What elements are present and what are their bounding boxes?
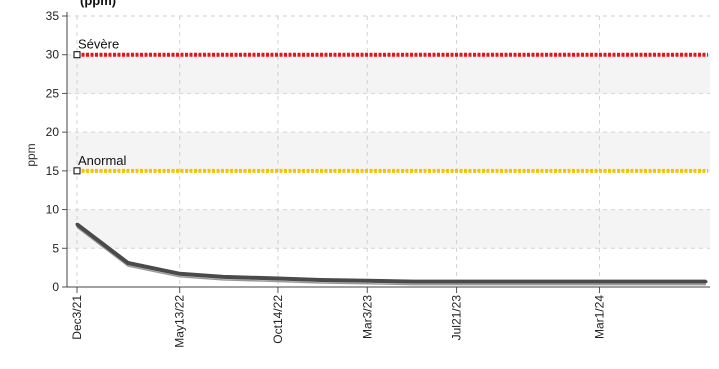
y-tick-label-30: 30 bbox=[46, 48, 60, 62]
axes bbox=[66, 12, 710, 288]
threshold-label-0: Sévère bbox=[78, 37, 119, 52]
x-tick-label-4: Jul21/23 bbox=[450, 295, 464, 341]
y-tick-label-0: 0 bbox=[52, 280, 59, 294]
threshold-marker-1 bbox=[73, 167, 81, 175]
x-tick-labels: Dec3/21 May13/22 Oct14/22 Mar3/23 Jul21/23 Ma… bbox=[70, 295, 606, 348]
data-point-3 bbox=[221, 275, 225, 279]
x-tick-label-1: May13/22 bbox=[173, 295, 187, 348]
data-point-1 bbox=[126, 261, 130, 265]
band-0 bbox=[67, 54, 710, 94]
x-tick-label-3: Mar3/23 bbox=[360, 295, 374, 339]
series-line-0 bbox=[75, 222, 706, 284]
data-point-9 bbox=[520, 280, 524, 284]
band-1 bbox=[67, 132, 710, 171]
data-point-10 bbox=[597, 280, 601, 284]
y-tick-label-25: 25 bbox=[46, 86, 60, 100]
data-point-0 bbox=[75, 222, 79, 226]
data-point-5 bbox=[319, 278, 323, 282]
x-tick-label-5: Mar1/24 bbox=[592, 295, 606, 339]
data-point-8 bbox=[455, 280, 459, 284]
threshold-label-1: Anormal bbox=[78, 153, 127, 168]
chart-title: (ppm) bbox=[80, 0, 116, 8]
y-tick-label-35: 35 bbox=[46, 9, 60, 23]
data-point-7 bbox=[412, 280, 416, 284]
y-axis-label: ppm bbox=[24, 143, 38, 166]
series-lines bbox=[75, 222, 708, 286]
threshold-marker-0 bbox=[73, 51, 81, 59]
y-tick-label-5: 5 bbox=[52, 241, 59, 255]
y-tick-label-10: 10 bbox=[46, 203, 60, 217]
y-tick-label-15: 15 bbox=[46, 164, 60, 178]
x-tick-label-0: Dec3/21 bbox=[70, 295, 84, 340]
data-point-4 bbox=[276, 276, 280, 280]
threshold-lines: Sévère Anormal bbox=[73, 37, 708, 175]
data-point-11 bbox=[704, 280, 708, 284]
series-shadow-0 bbox=[76, 226, 706, 286]
data-point-6 bbox=[365, 279, 369, 283]
y-tick-label-20: 20 bbox=[46, 125, 60, 139]
background-bands bbox=[67, 54, 710, 249]
x-tick-label-2: Oct14/22 bbox=[271, 295, 285, 344]
y-tick-labels: 0 5 10 15 20 25 30 35 bbox=[46, 9, 60, 294]
band-2 bbox=[67, 209, 710, 249]
data-point-2 bbox=[178, 272, 182, 276]
